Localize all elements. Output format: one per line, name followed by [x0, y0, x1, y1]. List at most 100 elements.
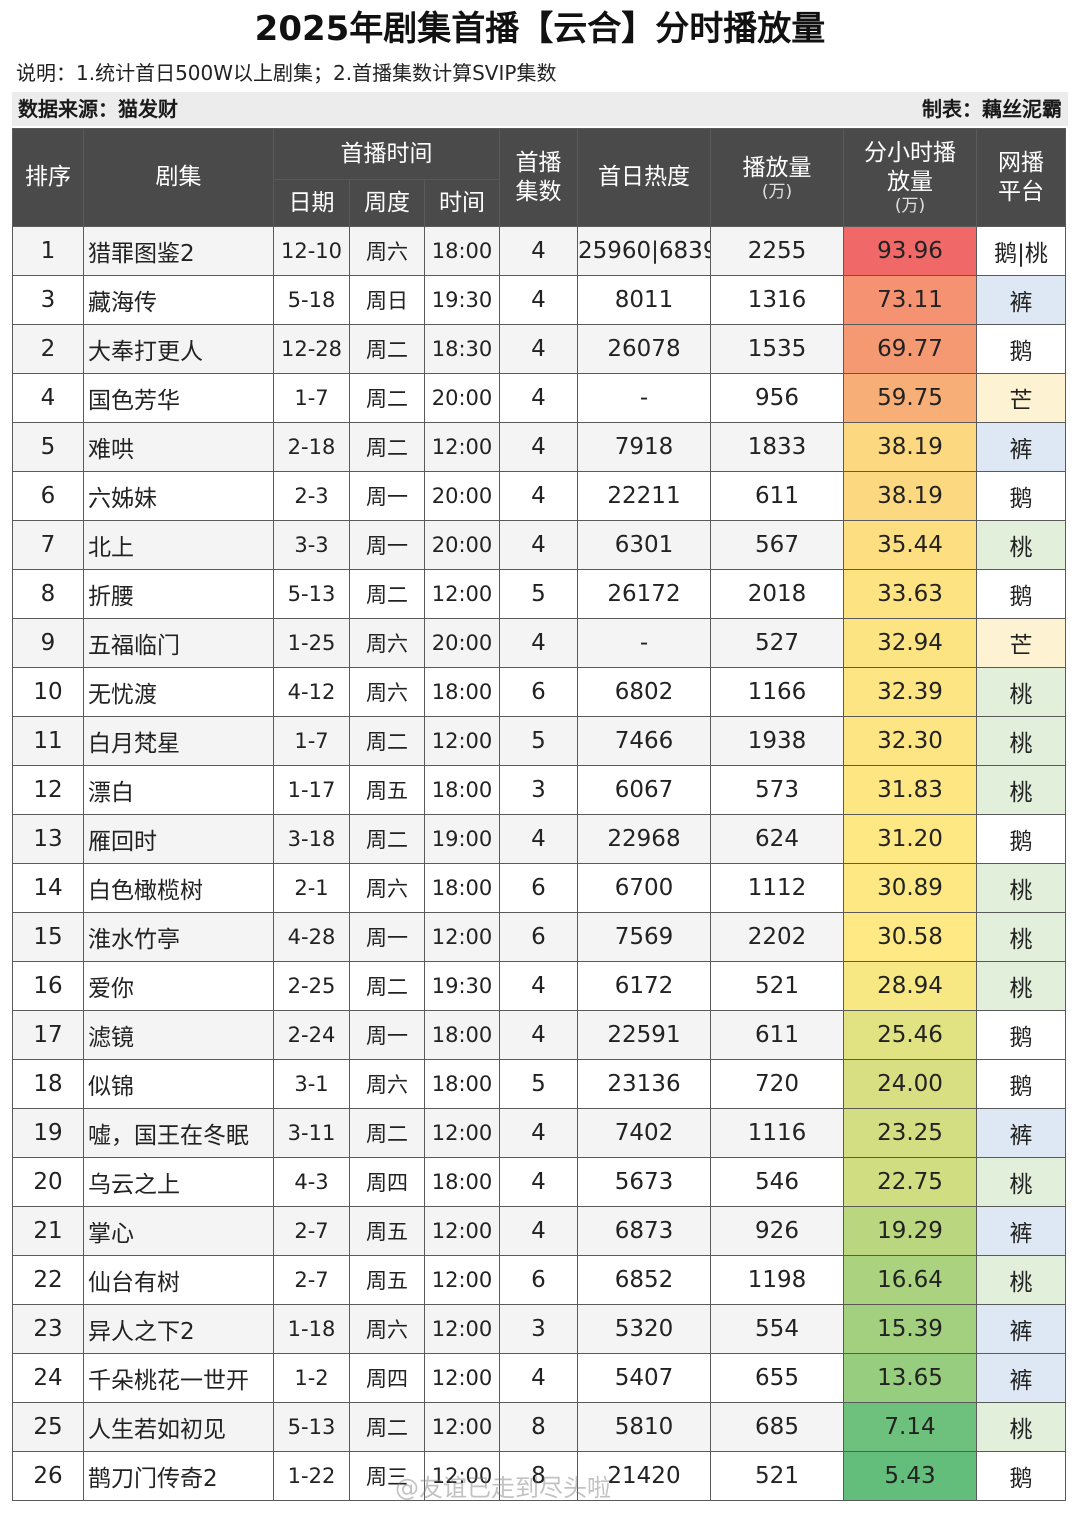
hourly-cell: 15.39: [843, 1304, 977, 1354]
plays-cell: 1938: [710, 716, 844, 766]
drama-name-cell: 仙台有树: [83, 1255, 274, 1305]
hourly-cell: 24.00: [843, 1059, 977, 1109]
hourly-cell: 25.46: [843, 1010, 977, 1060]
heat-cell: 22968: [577, 814, 711, 864]
header-episodes: 首播集数: [499, 128, 578, 227]
time-cell: 19:30: [424, 961, 500, 1011]
platform-cell: 桃: [976, 863, 1066, 913]
platform-cell: 鹅: [976, 569, 1066, 619]
plays-cell: 573: [710, 765, 844, 815]
episodes-cell: 4: [499, 1353, 578, 1403]
episodes-cell: 6: [499, 863, 578, 913]
table-row: 8 折腰 5-13 周二 12:00 5 26172 2018 33.63 鹅: [12, 569, 1066, 619]
platform-cell: 桃: [976, 1402, 1066, 1452]
info-bar: 数据来源：猫发财 制表：藕丝泥霸: [12, 92, 1068, 126]
week-cell: 周二: [349, 324, 425, 374]
table-row: 9 五福临门 1-25 周六 20:00 4-527 32.94 芒: [12, 618, 1066, 668]
table-row: 10 无忧渡 4-12 周六 18:00 6 6802 1166 32.39 桃: [12, 667, 1066, 717]
plays-cell: 956: [710, 373, 844, 423]
platform-cell: 鹅: [976, 324, 1066, 374]
table-row: 4 国色芳华 1-7 周二 20:00 4-956 59.75 芒: [12, 373, 1066, 423]
episodes-cell: 6: [499, 912, 578, 962]
heat-cell: 6172: [577, 961, 711, 1011]
heat-cell: -: [577, 373, 711, 423]
date-cell: 2-24: [273, 1010, 350, 1060]
plays-cell: 546: [710, 1157, 844, 1207]
rank-cell: 23: [12, 1304, 84, 1354]
hourly-cell: 93.96: [843, 226, 977, 276]
drama-name-cell: 鹊刀门传奇2: [83, 1451, 274, 1501]
time-cell: 18:00: [424, 1157, 500, 1207]
episodes-cell: 8: [499, 1451, 578, 1501]
rank-cell: 9: [12, 618, 84, 668]
date-cell: 12-10: [273, 226, 350, 276]
time-cell: 18:00: [424, 226, 500, 276]
hourly-cell: 31.20: [843, 814, 977, 864]
plays-cell: 1833: [710, 422, 844, 472]
hourly-cell: 19.29: [843, 1206, 977, 1256]
plays-cell: 655: [710, 1353, 844, 1403]
platform-cell: 裤: [976, 1304, 1066, 1354]
rank-cell: 24: [12, 1353, 84, 1403]
drama-name-cell: 爱你: [83, 961, 274, 1011]
episodes-cell: 4: [499, 275, 578, 325]
hourly-cell: 38.19: [843, 422, 977, 472]
hourly-cell: 69.77: [843, 324, 977, 374]
time-cell: 12:00: [424, 1304, 500, 1354]
platform-cell: 鹅: [976, 814, 1066, 864]
date-cell: 2-3: [273, 471, 350, 521]
hourly-cell: 7.14: [843, 1402, 977, 1452]
date-cell: 2-7: [273, 1206, 350, 1256]
time-cell: 12:00: [424, 1451, 500, 1501]
date-cell: 1-2: [273, 1353, 350, 1403]
header-rank: 排序: [12, 128, 84, 227]
date-cell: 4-3: [273, 1157, 350, 1207]
date-cell: 2-7: [273, 1255, 350, 1305]
plays-cell: 521: [710, 1451, 844, 1501]
time-cell: 19:00: [424, 814, 500, 864]
header-time: 时间: [424, 179, 500, 227]
time-cell: 18:00: [424, 1010, 500, 1060]
rank-cell: 20: [12, 1157, 84, 1207]
plays-cell: 1166: [710, 667, 844, 717]
week-cell: 周三: [349, 1451, 425, 1501]
platform-cell: 鹅: [976, 1451, 1066, 1501]
table-row: 13 雁回时 3-18 周二 19:00 4 22968 624 31.20 鹅: [12, 814, 1066, 864]
drama-name-cell: 似锦: [83, 1059, 274, 1109]
week-cell: 周一: [349, 912, 425, 962]
hourly-cell: 35.44: [843, 520, 977, 570]
plays-cell: 1316: [710, 275, 844, 325]
time-cell: 12:00: [424, 912, 500, 962]
header-hourly-unit: (万): [894, 195, 926, 216]
table-row: 7 北上 3-3 周一 20:00 4 6301 567 35.44 桃: [12, 520, 1066, 570]
week-cell: 周二: [349, 1108, 425, 1158]
plays-cell: 926: [710, 1206, 844, 1256]
plays-cell: 2202: [710, 912, 844, 962]
week-cell: 周二: [349, 1402, 425, 1452]
week-cell: 周六: [349, 1059, 425, 1109]
heat-cell: 5320: [577, 1304, 711, 1354]
header-plays: 播放量 (万): [710, 128, 844, 227]
hourly-cell: 32.30: [843, 716, 977, 766]
heat-cell: 6852: [577, 1255, 711, 1305]
table-header: 排序 剧集 首播时间 首播集数 首日热度 播放量 (万) 分小时播放量 (万) …: [12, 128, 1066, 227]
drama-name-cell: 藏海传: [83, 275, 274, 325]
rank-cell: 7: [12, 520, 84, 570]
drama-name-cell: 大奉打更人: [83, 324, 274, 374]
hourly-cell: 38.19: [843, 471, 977, 521]
table-row: 23 异人之下2 1-18 周六 12:00 3 5320 554 15.39 裤: [12, 1304, 1066, 1354]
date-cell: 2-25: [273, 961, 350, 1011]
hourly-cell: 32.94: [843, 618, 977, 668]
platform-cell: 裤: [976, 275, 1066, 325]
hourly-cell: 59.75: [843, 373, 977, 423]
platform-cell: 裤: [976, 1206, 1066, 1256]
date-cell: 5-18: [273, 275, 350, 325]
platform-cell: 裤: [976, 1108, 1066, 1158]
platform-cell: 桃: [976, 961, 1066, 1011]
time-cell: 18:30: [424, 324, 500, 374]
table-row: 21 掌心 2-7 周五 12:00 4 6873 926 19.29 裤: [12, 1206, 1066, 1256]
drama-name-cell: 六姊妹: [83, 471, 274, 521]
drama-name-cell: 千朵桃花一世开: [83, 1353, 274, 1403]
rank-cell: 12: [12, 765, 84, 815]
week-cell: 周四: [349, 1353, 425, 1403]
